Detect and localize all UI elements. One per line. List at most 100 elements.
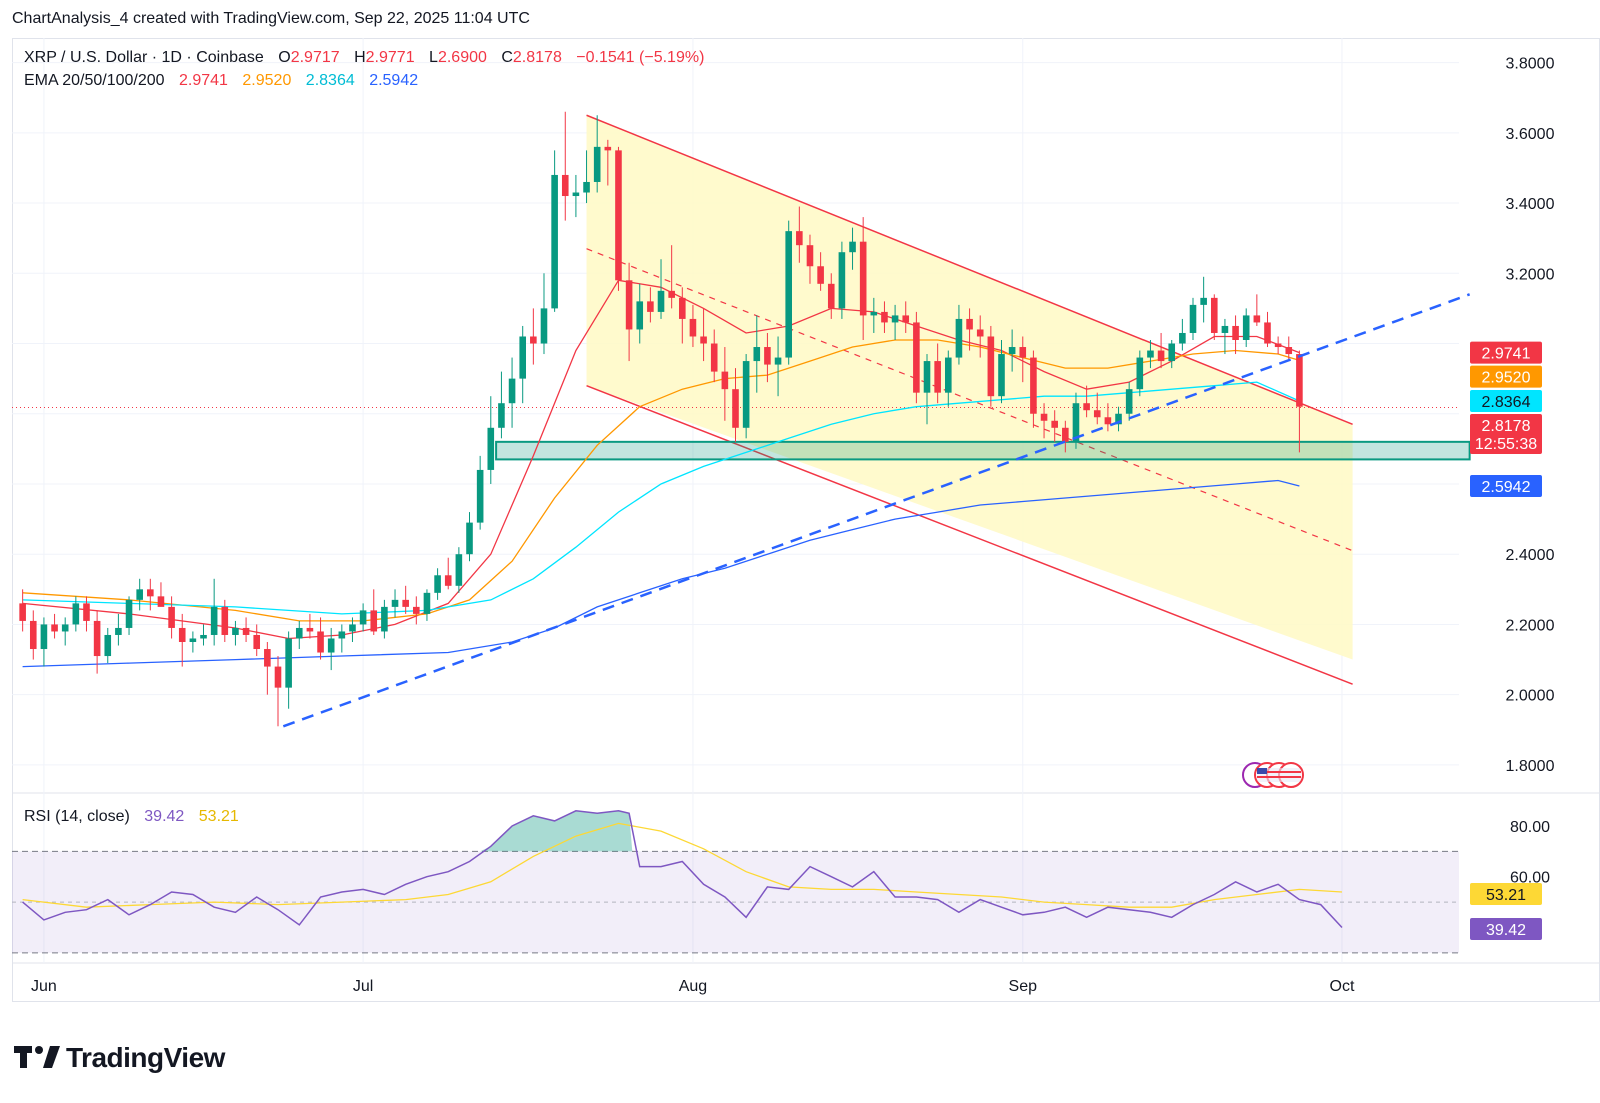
candle-down	[1210, 294, 1218, 340]
candle-up	[1200, 276, 1207, 323]
candle-up	[1221, 318, 1229, 355]
candle-up	[551, 150, 558, 312]
rsi-tag: 53.21	[1470, 882, 1542, 905]
economic-event-icons[interactable]	[1242, 762, 1304, 788]
candle-up	[349, 617, 356, 642]
candle-body	[849, 241, 856, 253]
rsi-tick-label: 60.00	[1510, 870, 1550, 887]
candle-body	[210, 606, 218, 635]
axis-layer: Jun Jul Aug Sep Oct 3.8000 3.6000 3.4000 3.2000 2…	[31, 56, 1555, 995]
channel-midline	[586, 248, 1353, 552]
candle-up	[540, 273, 548, 355]
rsi-ma-line	[22, 822, 1343, 908]
price-tag-label: 2.8364	[1482, 394, 1531, 411]
price-tag-label: 39.42	[1486, 922, 1526, 939]
candle-body	[859, 241, 867, 316]
candle-down	[1264, 311, 1271, 348]
rsi-tick-label: 80.00	[1510, 819, 1550, 836]
candle-body	[295, 627, 303, 639]
price-tick-label: 2.2000	[1506, 617, 1555, 634]
channel-upper-line	[586, 114, 1353, 425]
candle-up	[1115, 406, 1122, 432]
candle-body	[51, 624, 58, 632]
candle-down	[668, 245, 675, 309]
candle-body	[285, 638, 292, 688]
candle-body	[721, 371, 729, 390]
candle-down	[561, 111, 569, 221]
candle-body	[710, 343, 718, 372]
candle-body	[1264, 322, 1271, 344]
candle-down	[913, 311, 920, 404]
candle-down	[721, 347, 729, 421]
candle-down	[1253, 294, 1261, 326]
candle-body	[125, 599, 133, 628]
candle-down	[221, 599, 229, 642]
candle-body	[700, 336, 707, 344]
candle-down	[1062, 420, 1069, 453]
candle-down	[274, 656, 282, 727]
candle-body	[93, 620, 101, 657]
candle-body	[72, 603, 80, 625]
svg-text:EMA 20/50/100/200 2.97: EMA 20/50/100/200 2.9741 2.9520 2.8364 2…	[24, 72, 418, 89]
candle-body	[242, 627, 250, 635]
candle-body	[1093, 410, 1101, 418]
candle-down	[987, 325, 995, 407]
candle-body	[1062, 427, 1069, 442]
candle-body	[104, 634, 112, 657]
candle-down	[902, 301, 910, 333]
candle-body	[327, 638, 335, 653]
x-tick-label: Jul	[353, 978, 373, 995]
candle-body	[966, 318, 973, 330]
candle-up	[115, 613, 122, 646]
candle-body	[29, 620, 37, 650]
candle-body	[1157, 350, 1165, 362]
candle-body	[572, 192, 580, 197]
price-tick-label: 2.0000	[1506, 688, 1555, 705]
candle-body	[1147, 350, 1154, 358]
candle-down	[51, 613, 58, 639]
candle-down	[710, 329, 718, 383]
candle-down	[732, 368, 739, 442]
price-tag-label: 2.9520	[1482, 370, 1531, 387]
symbol-title: XRP / U.S. Dollar · 1D · Coinbase	[24, 49, 264, 66]
candle-body	[679, 297, 686, 319]
candle-body	[519, 336, 527, 379]
candle-up	[189, 631, 197, 653]
candle-body	[1136, 357, 1144, 390]
candle-up	[125, 596, 133, 635]
price-chart-svg[interactable]: Jun Jul Aug Sep Oct 3.8000 3.6000 3.4000 3.2000 2…	[12, 38, 1600, 1028]
candle-down	[242, 617, 250, 642]
price-tag-label: 2.8178	[1482, 418, 1531, 435]
candle-body	[306, 627, 314, 632]
grid-layer	[12, 38, 1600, 1002]
candle-up	[923, 354, 931, 425]
candle-body	[689, 318, 697, 337]
candle-up	[742, 354, 750, 439]
candle-body	[923, 361, 931, 393]
candle-up	[1147, 340, 1154, 369]
candle-body	[317, 631, 324, 653]
candle-body	[1040, 413, 1048, 421]
price-tag: 2.9741	[1470, 341, 1542, 364]
close-value: 2.8178	[513, 49, 562, 66]
candle-body	[168, 606, 175, 628]
price-tick-label: 3.6000	[1506, 126, 1555, 143]
candle-body	[530, 336, 537, 344]
candle-body	[593, 146, 601, 182]
candle-up	[785, 220, 792, 365]
chart-frame[interactable]: Jun Jul Aug Sep Oct 3.8000 3.6000 3.4000 3.2000 2…	[12, 38, 1600, 1028]
candle-body	[338, 631, 346, 639]
candle-down	[625, 262, 633, 362]
tradingview-logo[interactable]: TradingView	[14, 1042, 225, 1074]
candle-up	[232, 620, 239, 646]
candle-body	[615, 150, 622, 281]
svg-text:XRP / U.S. Dollar · 1D · Coinb: XRP / U.S. Dollar · 1D · Coinbase O2.971…	[24, 49, 704, 66]
candle-up	[466, 512, 473, 562]
candle-up	[104, 627, 112, 664]
candle-body	[434, 575, 441, 593]
candle-body	[200, 634, 207, 639]
candle-body	[902, 315, 910, 323]
candle-down	[1093, 392, 1101, 425]
candle-body	[774, 357, 782, 365]
candle-up	[774, 336, 782, 397]
